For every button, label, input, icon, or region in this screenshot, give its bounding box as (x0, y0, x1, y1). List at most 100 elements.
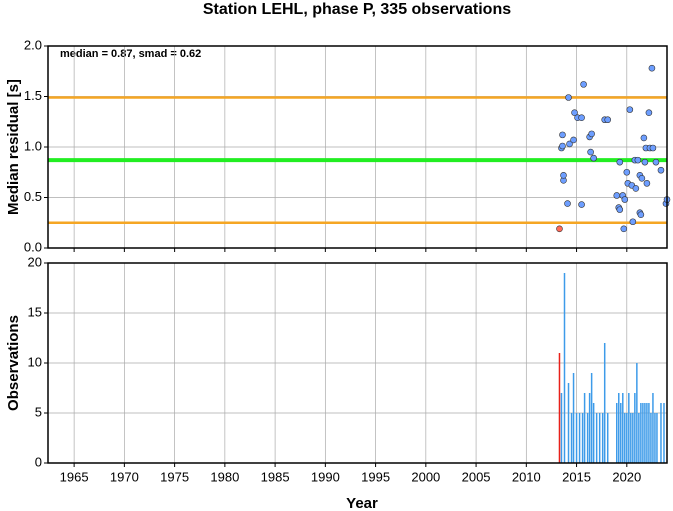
point (641, 158, 649, 166)
bar (663, 403, 665, 463)
y-axis-title: Median residual [s] (5, 79, 22, 215)
bar (575, 413, 578, 463)
bar (636, 363, 638, 463)
annotation: median = 0.87, smad = 0.62 (60, 48, 201, 60)
point (645, 109, 653, 116)
point (559, 131, 566, 139)
point (621, 196, 629, 203)
point (657, 166, 665, 174)
point (638, 175, 646, 182)
point (570, 136, 577, 144)
bar (660, 403, 662, 463)
point (616, 206, 624, 213)
y-tick-label: 0.0 (24, 239, 42, 254)
bar (618, 393, 620, 463)
point (643, 180, 651, 187)
point (632, 185, 640, 192)
point (578, 114, 585, 122)
point (620, 225, 628, 233)
point (623, 168, 631, 176)
x-tick-label: 1980 (210, 469, 239, 484)
bar (632, 413, 634, 463)
point (578, 201, 585, 208)
point (613, 192, 621, 199)
bar (588, 393, 591, 463)
point (648, 64, 656, 72)
bar (654, 413, 656, 463)
y-tick-label: 1.5 (24, 88, 42, 103)
x-tick-label: 1970 (110, 469, 139, 484)
bar (634, 393, 636, 463)
point (626, 106, 634, 113)
x-tick-label: 2005 (462, 469, 491, 484)
bar (595, 413, 598, 463)
point (588, 130, 595, 138)
x-tick-label: 1990 (311, 469, 340, 484)
point (556, 225, 563, 233)
bar (616, 403, 618, 463)
bar (656, 413, 658, 463)
y-tick-label: 0.5 (24, 189, 42, 204)
point (637, 211, 645, 218)
point (560, 171, 567, 179)
x-tick-label: 2000 (411, 469, 440, 484)
bar (646, 403, 648, 463)
point (629, 218, 637, 226)
point (649, 144, 657, 152)
bar (583, 393, 586, 463)
y-tick-label: 5 (35, 404, 42, 419)
bar (601, 413, 604, 463)
bar (652, 393, 654, 463)
bar (640, 403, 642, 463)
bar (598, 413, 601, 463)
chart-title: Station LEHL, phase P, 335 observations (203, 1, 511, 18)
bar (586, 413, 589, 463)
bar (630, 413, 632, 463)
bar (650, 413, 652, 463)
bar (570, 413, 573, 463)
x-axis-title: Year (346, 495, 378, 511)
bar (603, 343, 606, 463)
bar (606, 413, 609, 463)
point (616, 158, 624, 166)
bar (581, 413, 584, 463)
point (580, 81, 587, 88)
bar (620, 403, 622, 463)
point (559, 142, 566, 150)
bar (626, 413, 628, 463)
x-tick-label: 1975 (160, 469, 189, 484)
x-tick-label: 1965 (60, 469, 89, 484)
y-axis-title: Observations (5, 315, 22, 411)
y-tick-label: 2.0 (24, 37, 42, 52)
y-tick-label: 10 (28, 354, 42, 369)
bar (590, 373, 593, 463)
y-tick-label: 20 (28, 254, 42, 269)
point (634, 156, 642, 164)
bar (563, 273, 566, 463)
point (564, 200, 571, 207)
point (571, 109, 578, 116)
y-tick-label: 15 (28, 304, 42, 319)
point (587, 148, 594, 156)
bar (578, 413, 581, 463)
x-tick-label: 1995 (361, 469, 390, 484)
bar (638, 413, 640, 463)
bar (624, 413, 626, 463)
bar (644, 403, 646, 463)
y-tick-label: 0 (35, 454, 42, 469)
bar (648, 403, 650, 463)
x-tick-label: 2010 (512, 469, 541, 484)
x-tick-label: 1985 (261, 469, 290, 484)
x-tick-label: 2020 (612, 469, 641, 484)
plot-frame (47, 45, 668, 249)
point (566, 140, 573, 148)
point (590, 154, 597, 162)
bar (572, 373, 575, 463)
bar (567, 383, 570, 463)
point (565, 94, 572, 101)
point (652, 158, 660, 166)
y-tick-label: 1.0 (24, 138, 42, 153)
point (640, 134, 648, 142)
bar (642, 403, 644, 463)
